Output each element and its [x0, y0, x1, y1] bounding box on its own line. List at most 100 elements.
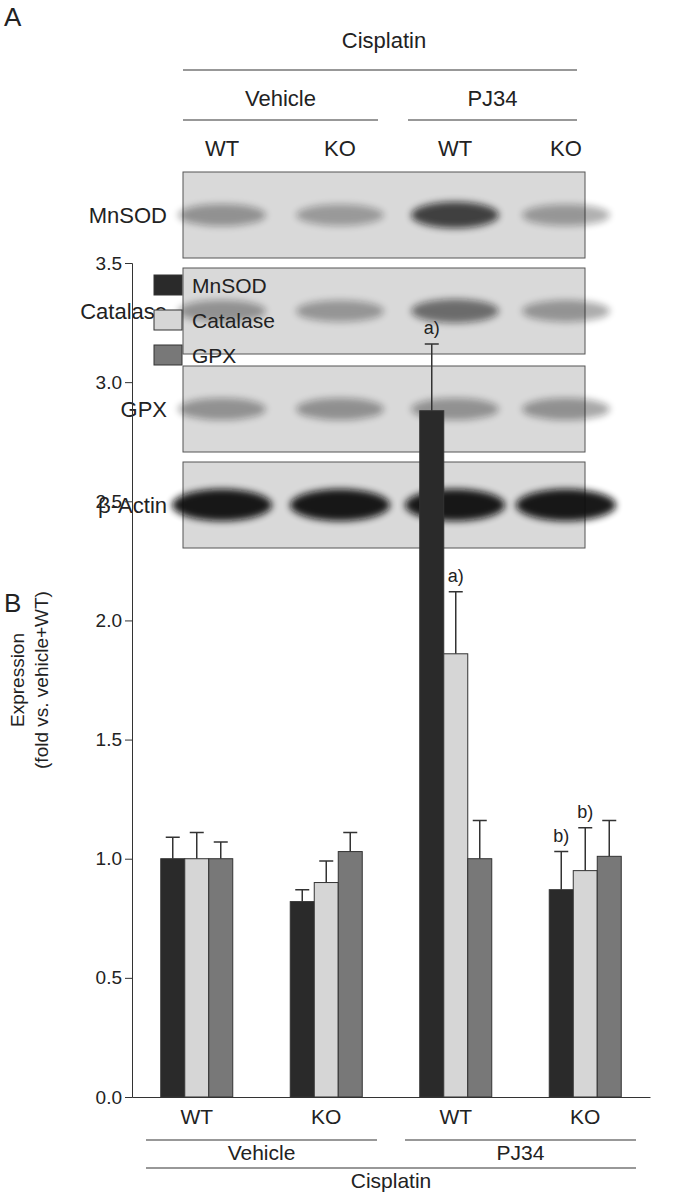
y-tick-label: 2.0	[96, 610, 122, 631]
x-axis: WT KO WT KO	[133, 1097, 651, 1128]
legend-label: GPX	[192, 344, 236, 367]
error-bar	[295, 890, 309, 902]
lane-label: KO	[324, 136, 356, 161]
bar	[314, 883, 338, 1097]
error-bar	[602, 821, 616, 857]
error-bar	[449, 592, 463, 654]
legend-label: MnSOD	[192, 274, 267, 297]
lane-label: KO	[550, 136, 582, 161]
x-axis-line	[133, 1097, 651, 1098]
loading-band	[290, 489, 390, 521]
y-axis-title: (fold vs. vehicle+WT)	[31, 591, 52, 769]
error-bar	[473, 821, 487, 859]
panel-a: ACisplatinVehicleWTKOPJ34WTKOMnSODCatala…	[4, 2, 616, 548]
lane-label: WT	[438, 136, 472, 161]
treatment-label: Cisplatin	[342, 28, 426, 53]
error-bar	[425, 344, 439, 411]
y-tick-mark	[125, 382, 132, 383]
y-tick-mark	[125, 263, 132, 264]
panel-label: B	[4, 588, 21, 618]
band	[178, 204, 266, 226]
x-tick-label: KO	[570, 1105, 600, 1128]
y-tick: 0.0	[96, 1087, 132, 1108]
error-bar	[319, 861, 333, 882]
y-axis-title: Expression	[7, 633, 28, 727]
band	[522, 398, 610, 420]
bar	[444, 654, 468, 1097]
bracket-line	[183, 119, 378, 120]
error-bar	[343, 833, 357, 852]
bracket-line	[408, 119, 577, 120]
loading-band	[172, 489, 272, 521]
bar	[420, 411, 444, 1097]
y-tick-mark	[125, 620, 132, 621]
y-tick-mark	[125, 740, 132, 741]
legend-label: Catalase	[192, 309, 275, 332]
y-tick: 1.5	[96, 729, 132, 750]
x-tick: WT	[180, 1097, 213, 1128]
y-tick: 0.5	[96, 967, 132, 988]
y-tick: 2.0	[96, 610, 132, 631]
y-tick-mark	[125, 978, 132, 979]
bar	[597, 856, 621, 1097]
y-tick-mark	[125, 859, 132, 860]
group-label: Vehicle	[228, 1141, 296, 1164]
lane-label: WT	[205, 136, 239, 161]
y-tick: 3.0	[96, 372, 132, 393]
bar	[290, 902, 314, 1097]
bracket-line	[183, 69, 577, 70]
row-label: GPX	[121, 397, 168, 422]
legend-swatch	[154, 345, 182, 365]
x-tick: KO	[570, 1097, 600, 1128]
group-label: Vehicle	[245, 86, 316, 111]
y-tick-mark	[125, 1097, 132, 1098]
y-axis-line	[125, 264, 133, 1098]
error-bar	[190, 833, 204, 859]
loading-band	[516, 489, 616, 521]
row-label: MnSOD	[89, 203, 167, 228]
group-label: PJ34	[497, 1141, 545, 1164]
legend-swatch	[154, 275, 182, 295]
error-bar	[214, 842, 228, 859]
y-tick-label: 0.5	[96, 967, 122, 988]
bar	[338, 852, 362, 1097]
bar	[185, 859, 209, 1097]
significance-label: b)	[577, 802, 593, 822]
y-tick-label: 3.0	[96, 372, 122, 393]
bars	[161, 344, 622, 1097]
x-tick-label: KO	[311, 1105, 341, 1128]
bar	[573, 871, 597, 1097]
x-tick-label: WT	[439, 1105, 472, 1128]
bar	[161, 859, 185, 1097]
error-bar	[554, 852, 568, 890]
x-tick: KO	[311, 1097, 341, 1128]
y-tick: 2.5	[96, 491, 132, 512]
band	[296, 204, 384, 226]
band	[296, 398, 384, 420]
legend-swatch	[154, 310, 182, 330]
x-tick: WT	[439, 1097, 472, 1128]
y-tick-label: 1.5	[96, 729, 122, 750]
band	[296, 300, 384, 322]
band	[522, 204, 610, 226]
error-bar	[578, 828, 592, 871]
panel-label: A	[4, 2, 22, 32]
band	[178, 398, 266, 420]
y-tick-label: 0.0	[96, 1087, 122, 1108]
x-tick-label: WT	[180, 1105, 213, 1128]
y-tick-label: 1.0	[96, 848, 122, 869]
y-axis: 0.0 0.5 1.0 1.5 2.0 2.5 3.0 3.5	[96, 253, 133, 1108]
group-title: Cisplatin	[351, 1169, 432, 1192]
figure: ACisplatinVehicleWTKOPJ34WTKOMnSODCatala…	[0, 0, 699, 1192]
bar	[549, 890, 573, 1097]
annotations: a)b)a)b)	[424, 318, 594, 846]
group-label: PJ34	[467, 86, 517, 111]
y-tick-label: 2.5	[96, 491, 122, 512]
significance-label: a)	[448, 566, 464, 586]
band	[411, 202, 499, 229]
y-tick-label: 3.5	[96, 253, 122, 274]
band	[522, 300, 610, 322]
bar	[468, 859, 492, 1097]
bar	[209, 859, 233, 1097]
y-tick-mark	[125, 501, 132, 502]
